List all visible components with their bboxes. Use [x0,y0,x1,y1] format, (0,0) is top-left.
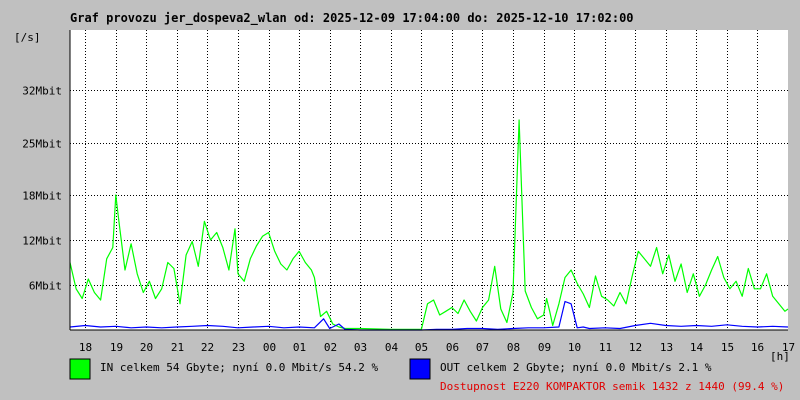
series-line-out [69,300,789,331]
legend-out-text: OUT celkem 2 Gbyte; nyní 0.0 Mbit/s 2.1 … [440,361,712,374]
x-tick-labels: 18 19 20 21 22 23 00 01 02 03 04 05 06 07 08 09 10 11 12 13… [79,341,795,354]
y-tick-label: 25Mbit [22,138,62,151]
y-tick-labels: 6Mbit 12Mbit 18Mbit 25Mbit 32Mbit [22,85,62,293]
x-tick-label: 05 [415,341,428,354]
x-tick-label: 14 [690,341,704,354]
y-tick-label: 12Mbit [22,235,62,248]
x-tick-label: 16 [751,341,764,354]
x-tick-label: 00 [263,341,276,354]
x-tick-label: 11 [599,341,612,354]
legend-in-swatch [69,358,91,380]
x-tick-label: 02 [324,341,337,354]
plot-area [70,30,788,330]
x-tick-label: 03 [354,341,367,354]
x-tick-label: 09 [538,341,551,354]
series-lines [69,119,789,331]
legend-out-swatch [409,358,431,380]
chart-title: Graf provozu jer_dospeva2_wlan od: 2025-… [70,11,634,26]
x-tick-label: 20 [140,341,153,354]
y-axis-label: [/s] [14,31,41,44]
x-tick-label: 12 [629,341,642,354]
x-tick-label: 22 [201,341,214,354]
x-tick-label: 04 [385,341,399,354]
x-tick-label: 08 [507,341,520,354]
x-tick-label: 15 [721,341,734,354]
y-tick-label: 32Mbit [22,85,62,98]
x-axis-label: [h] [770,350,790,363]
x-tick-label: 23 [232,341,245,354]
legend-in-text: IN celkem 54 Gbyte; nyní 0.0 Mbit/s 54.2… [100,361,379,374]
availability-text: Dostupnost E220 KOMPAKTOR semik 1432 z 1… [440,380,784,393]
y-tick-label: 18Mbit [22,190,62,203]
x-tick-label: 10 [568,341,581,354]
series-line-in [69,119,789,330]
x-tick-label: 06 [446,341,459,354]
x-tick-label: 19 [110,341,123,354]
y-tick-label: 6Mbit [29,280,62,293]
x-tick-label: 21 [171,341,184,354]
x-tick-label: 17 [782,341,795,354]
x-tick-label: 07 [476,341,489,354]
x-tick-label: 13 [660,341,673,354]
x-tick-label: 18 [79,341,92,354]
x-tick-label: 01 [293,341,306,354]
